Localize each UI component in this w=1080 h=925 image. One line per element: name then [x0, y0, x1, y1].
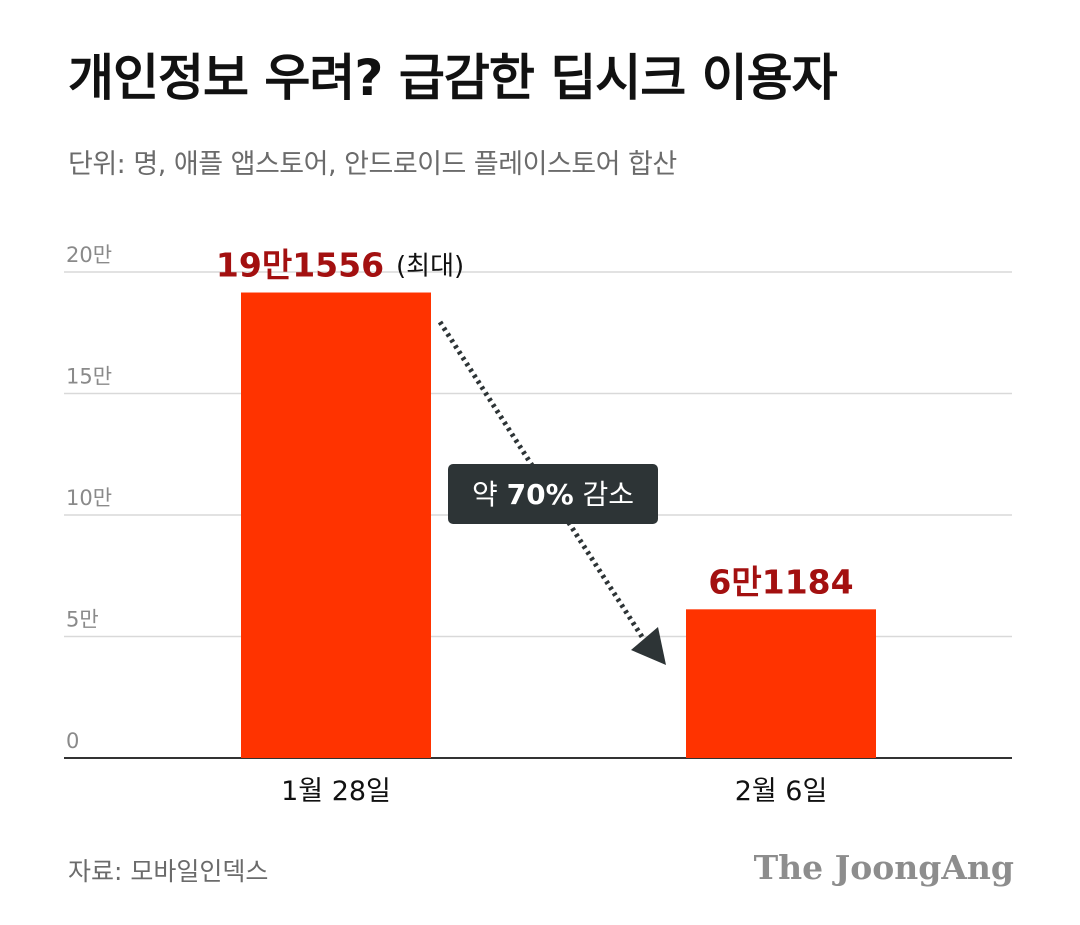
- callout-text: 약 70% 감소: [472, 478, 634, 511]
- callout-box: [448, 464, 658, 524]
- publisher-logo: The JoongAng: [753, 848, 1014, 887]
- y-tick-label: 15만: [66, 365, 112, 389]
- y-tick-label: 10만: [66, 486, 112, 510]
- data-label: 6만1184: [708, 562, 853, 601]
- bar: [686, 609, 876, 758]
- chart-subtitle: 단위: 명, 애플 앱스토어, 안드로이드 플레이스토어 합산: [68, 149, 677, 180]
- chart-title: 개인정보 우려? 급감한 딥시크 이용자: [68, 49, 838, 107]
- y-tick-label: 5만: [66, 608, 99, 632]
- source-note: 자료: 모바일인덱스: [68, 857, 269, 886]
- data-label-note: (최대): [396, 252, 464, 282]
- x-tick-label: 2월 6일: [735, 776, 828, 807]
- y-tick-label: 20만: [66, 243, 112, 267]
- bar: [241, 292, 431, 758]
- arrow-head-icon: [631, 627, 666, 665]
- data-label: 19만1556: [216, 246, 384, 285]
- y-tick-label: 0: [66, 729, 79, 753]
- x-tick-label: 1월 28일: [281, 776, 391, 807]
